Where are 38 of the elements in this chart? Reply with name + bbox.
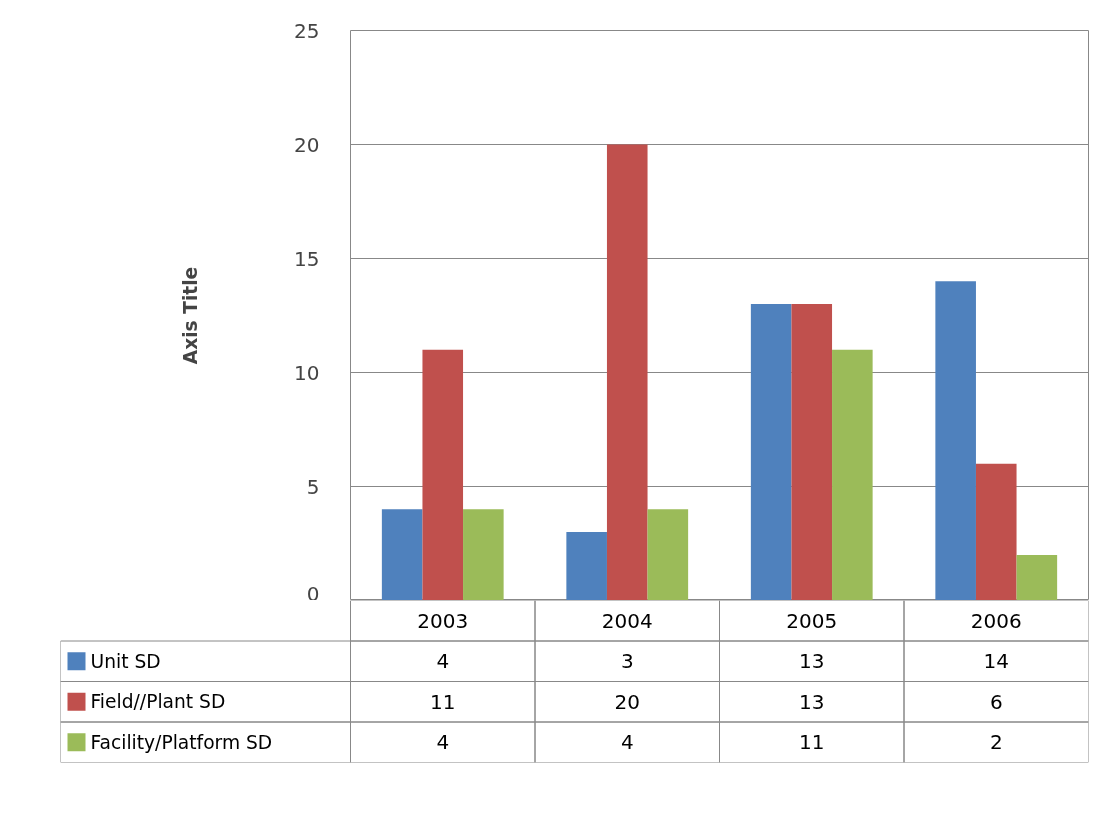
bar [1016, 554, 1058, 600]
bar [791, 304, 833, 600]
y-axis-title: Axis Title [180, 266, 202, 365]
data-label: 2 [989, 730, 1003, 755]
bar [463, 509, 504, 600]
bar [647, 509, 689, 600]
bar [935, 281, 976, 600]
legend-label: Facility/Platform SD [90, 731, 273, 753]
data-label: 13 [799, 689, 825, 714]
data-label: 6 [989, 689, 1003, 714]
x-tick-label: 2004 [601, 608, 653, 633]
data-label: 13 [799, 649, 825, 674]
x-tick-label: 2005 [786, 608, 838, 633]
data-label: 3 [620, 649, 634, 674]
data-label: 11 [799, 730, 825, 755]
bar [566, 532, 607, 600]
data-label: 4 [436, 649, 450, 674]
bar [606, 144, 648, 600]
y-tick-label: 25 [294, 18, 320, 43]
bar [750, 304, 792, 600]
data-label: 4 [436, 730, 450, 755]
legend-label: Unit SD [90, 650, 161, 672]
x-tick-label: 2006 [970, 608, 1022, 633]
y-tick-label: 0 [306, 581, 320, 606]
y-tick-label: 10 [294, 360, 320, 385]
bar [832, 349, 873, 600]
y-tick-label: 20 [294, 132, 320, 157]
data-label: 20 [614, 689, 640, 714]
x-tick-label: 2003 [417, 608, 469, 633]
legend-label: Field//Plant SD [90, 691, 226, 713]
y-tick-label: 15 [294, 246, 320, 271]
bar [381, 509, 423, 600]
y-tick-label: 5 [306, 474, 320, 499]
bar [975, 463, 1017, 600]
data-label: 14 [983, 649, 1009, 674]
data-label: 4 [620, 730, 634, 755]
data-label: 11 [430, 689, 456, 714]
bar [422, 349, 464, 600]
